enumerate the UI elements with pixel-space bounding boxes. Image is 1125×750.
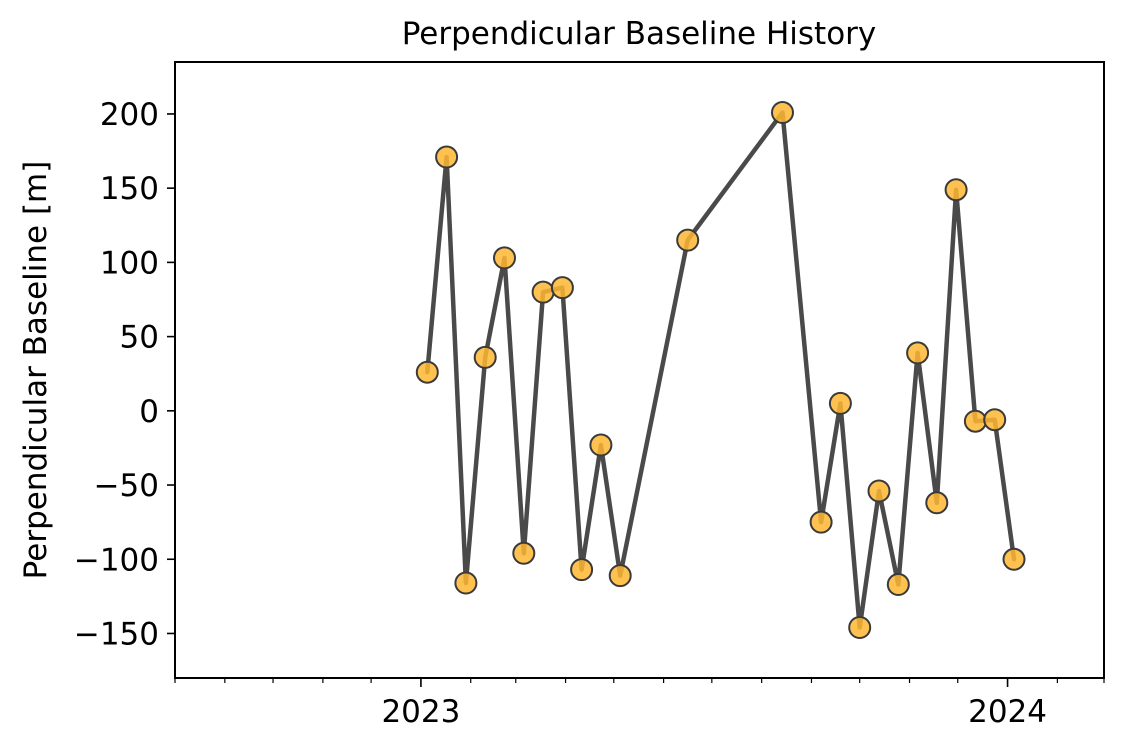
- data-point: [925, 491, 949, 515]
- data-point: [944, 178, 968, 202]
- data-point: [589, 433, 613, 457]
- data-point: [415, 360, 439, 384]
- data-point: [473, 345, 497, 369]
- data-point: [828, 391, 852, 415]
- data-point: [454, 571, 478, 595]
- y-tick-label: 50: [120, 320, 159, 356]
- data-point: [809, 510, 833, 534]
- data-point: [848, 616, 872, 639]
- y-tick-label: −150: [74, 616, 159, 652]
- data-point: [906, 341, 930, 365]
- data-point: [886, 573, 910, 596]
- data-point: [1002, 547, 1026, 571]
- data-point: [550, 276, 574, 300]
- data-point: [608, 564, 632, 588]
- data-point: [963, 409, 987, 433]
- y-tick-label: 100: [100, 245, 159, 281]
- data-point: [771, 101, 794, 124]
- chart-title: Perpendicular Baseline History: [402, 16, 877, 52]
- plot-frame: [174, 61, 1105, 679]
- x-tick-label: 2024: [968, 694, 1047, 730]
- data-point: [676, 228, 700, 252]
- y-tick-label: −50: [94, 468, 159, 504]
- y-tick-label: 0: [139, 394, 159, 430]
- x-tick-label: 2023: [381, 694, 460, 730]
- data-point: [867, 479, 891, 503]
- data-point: [531, 280, 555, 304]
- y-axis-label: Perpendicular Baseline [m]: [18, 161, 54, 580]
- data-point: [570, 558, 594, 582]
- plot-area: 200 150 100 50 0 −50 −100 −150 2023 2024: [74, 61, 1105, 730]
- y-tick-label: −100: [74, 542, 159, 578]
- data-point: [493, 246, 516, 270]
- data-point: [512, 541, 536, 565]
- data-point: [435, 145, 459, 169]
- y-tick-label: 150: [100, 171, 159, 207]
- y-tick-label: 200: [100, 97, 159, 133]
- series-line: [425, 110, 1017, 630]
- data-point: [983, 408, 1007, 432]
